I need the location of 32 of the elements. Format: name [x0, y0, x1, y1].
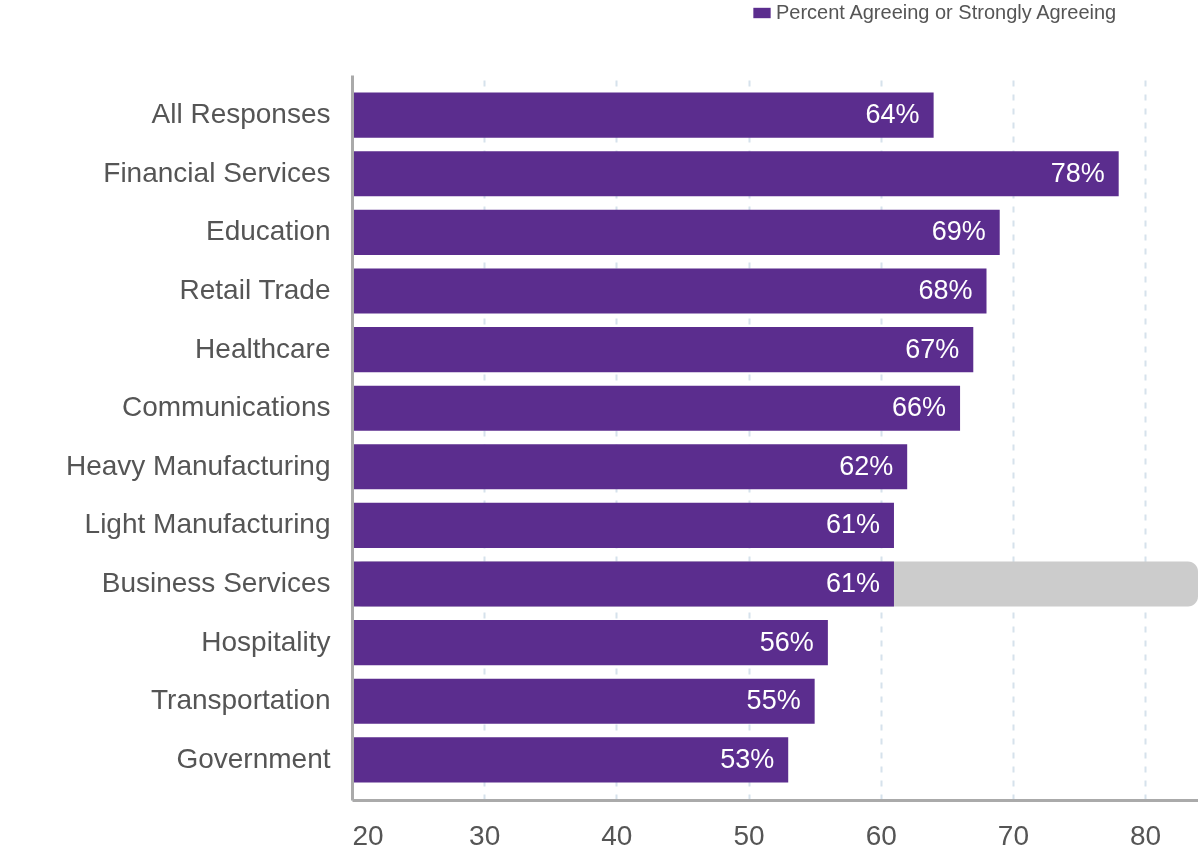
data-label: 61% — [825, 509, 880, 540]
data-label: 55% — [746, 685, 801, 716]
data-label: 64% — [865, 99, 920, 130]
data-label: 61% — [825, 568, 880, 599]
y-tick-label: All Responses — [151, 98, 331, 130]
data-label: 78% — [1050, 157, 1105, 188]
data-label: 56% — [759, 626, 814, 657]
y-tick-label: Financial Services — [103, 156, 331, 188]
data-label: 53% — [720, 743, 775, 774]
legend-label: Percent Agreeing or Strongly Agreeing — [776, 1, 1117, 23]
data-label: 69% — [931, 216, 986, 247]
y-tick-label: Hospitality — [201, 625, 331, 657]
y-tick-label: Education — [205, 215, 331, 247]
data-label: 68% — [918, 274, 973, 305]
y-tick-label: Communications — [121, 391, 331, 423]
data-label: 67% — [905, 333, 960, 364]
y-tick-label: Government — [176, 742, 331, 774]
x-tick-label: 70 — [997, 819, 1030, 851]
y-tick-label: Retail Trade — [179, 273, 331, 305]
x-tick-label: 60 — [865, 819, 897, 851]
y-tick-label: Business Services — [101, 567, 331, 599]
x-tick-label: 30 — [469, 819, 501, 851]
y-tick-label: Heavy Manufacturing — [65, 449, 331, 481]
y-tick-label: Light Manufacturing — [84, 508, 331, 540]
data-label: 66% — [892, 392, 947, 423]
x-tick-label: 80 — [1130, 819, 1162, 851]
data-label: 62% — [839, 450, 894, 481]
x-tick-label: 50 — [733, 819, 765, 851]
x-tick-label: 40 — [601, 819, 633, 851]
x-tick-label: 20 — [352, 819, 384, 851]
y-tick-label: Healthcare — [195, 332, 331, 364]
y-tick-label: Transportation — [151, 684, 331, 716]
